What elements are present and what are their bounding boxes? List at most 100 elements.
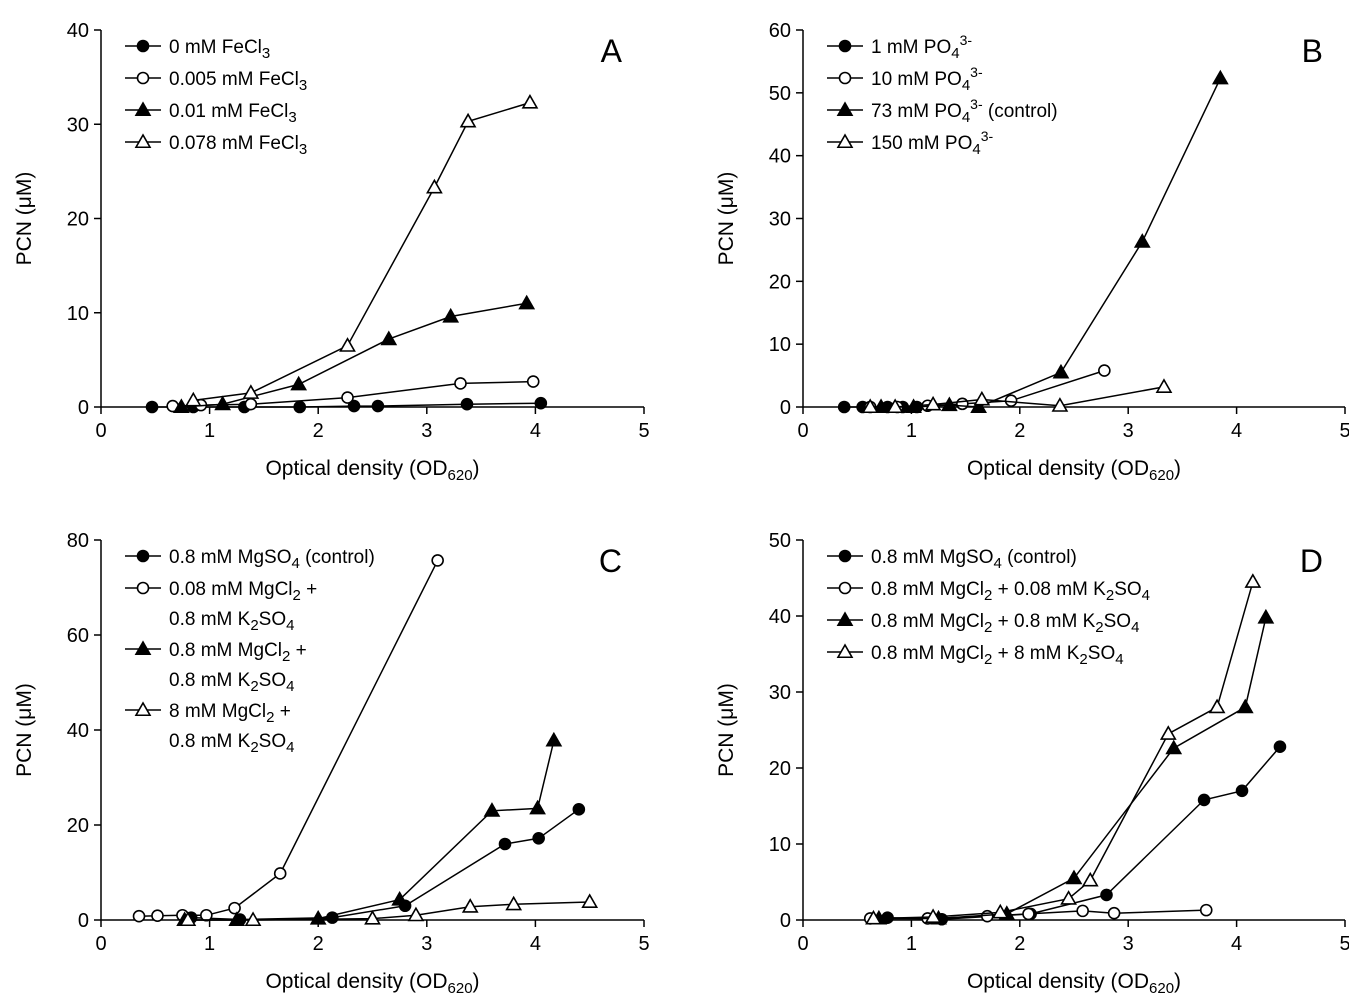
y-tick-label: 30: [67, 114, 89, 136]
text-fragment: 0.8 mM MgCl: [871, 579, 984, 600]
text-fragment: 620: [448, 467, 473, 484]
text-fragment: (control): [1002, 547, 1077, 568]
text-fragment: SO: [1088, 643, 1115, 664]
text-fragment: Optical density (OD: [265, 970, 447, 993]
text-fragment: ): [1174, 457, 1181, 480]
text-fragment: 4: [972, 141, 980, 158]
y-tick-label: 30: [769, 682, 791, 704]
data-point: [581, 893, 599, 909]
text-fragment: 3-: [960, 32, 973, 48]
series-3: [179, 893, 599, 927]
x-tick-label: 2: [1014, 420, 1025, 442]
y-tick-label: 50: [769, 83, 791, 105]
legend-marker: [838, 549, 852, 563]
x-tick-label: 2: [313, 933, 324, 955]
legend-label: 0.08 mM MgCl2 +: [169, 579, 317, 604]
x-axis-label: Optical density (OD620): [967, 970, 1181, 993]
x-tick-label: 2: [313, 420, 324, 442]
data-point: [1107, 906, 1121, 920]
series-line: [881, 78, 1221, 408]
text-fragment: Optical density (OD: [967, 457, 1149, 480]
data-point: [956, 397, 969, 411]
y-tick-label: 40: [769, 146, 791, 168]
y-tick-label: 0: [780, 397, 791, 419]
data-point: [1060, 890, 1077, 905]
text-fragment: 3-: [981, 128, 994, 144]
data-point: [1244, 573, 1262, 588]
legend-marker: [134, 701, 152, 717]
text-fragment: 3-: [970, 64, 983, 80]
data-point: [364, 909, 381, 925]
data-point: [865, 909, 882, 925]
data-point: [572, 803, 586, 816]
x-tick-label: 4: [1231, 933, 1242, 955]
text-fragment: SO: [1104, 611, 1131, 632]
data-point: [1197, 793, 1211, 807]
series-3: [861, 378, 1173, 414]
text-fragment: 4: [286, 739, 294, 756]
data-point: [184, 391, 202, 407]
y-tick-label: 0: [78, 910, 89, 932]
legend-label: 10 mM PO43-: [871, 64, 983, 94]
legend-marker: [134, 101, 152, 117]
text-fragment: 3: [299, 141, 307, 158]
text-fragment: 0.01 mM FeCl: [169, 101, 288, 122]
panel-c: 0 1 2 3 4 5 0 20 40 60 80 Optical density (OD620) PC…: [13, 530, 650, 993]
data-point: [1052, 363, 1070, 379]
series-line: [193, 101, 531, 402]
text-fragment: 0.005 mM FeCl: [169, 69, 299, 90]
data-point: [200, 908, 213, 922]
data-point: [442, 307, 460, 323]
series-2: [172, 294, 536, 414]
legend-label: 73 mM PO43- (control): [871, 96, 1058, 126]
x-tick-label: 5: [1339, 420, 1349, 442]
text-fragment: 4: [286, 617, 294, 634]
text-fragment: 73 mM PO: [871, 101, 962, 122]
text-fragment: 8 mM MgCl: [169, 701, 266, 722]
x-tick-label: 0: [95, 933, 106, 955]
text-fragment: 2: [266, 709, 274, 726]
x-axis-label: Optical density (OD620): [265, 970, 479, 993]
text-fragment: 2: [984, 587, 992, 604]
data-point: [1199, 903, 1213, 917]
panel-label: A: [601, 33, 623, 69]
legend-marker: [136, 549, 150, 563]
series-line: [181, 302, 527, 408]
data-point: [228, 901, 241, 915]
data-point: [339, 337, 356, 352]
legend-label: 0.8 mM K2SO4: [169, 731, 294, 756]
panel-label: C: [599, 543, 622, 579]
data-point: [534, 396, 548, 410]
data-point: [861, 398, 879, 414]
legend: 0.8 mM MgSO4 (control)0.8 mM MgCl2 + 0.0…: [827, 547, 1150, 668]
data-point: [242, 384, 260, 399]
data-point: [1273, 740, 1287, 754]
series-line: [184, 740, 555, 921]
x-tick-label: 5: [638, 420, 649, 442]
text-fragment: + 0.8 mM K: [992, 611, 1095, 632]
data-point: [214, 395, 232, 411]
data-point: [1155, 378, 1173, 393]
legend-label: 0.8 mM MgSO4 (control): [169, 547, 375, 572]
y-tick-label: 60: [67, 625, 89, 647]
data-point: [1236, 698, 1254, 714]
data-point: [273, 867, 287, 880]
text-fragment: 0.078 mM FeCl: [169, 133, 299, 154]
data-point: [460, 397, 474, 411]
x-tick-label: 0: [95, 420, 106, 442]
data-point: [1004, 394, 1018, 408]
text-fragment: SO: [259, 609, 286, 630]
y-axis-label: PCN (μM): [715, 172, 738, 266]
x-tick-label: 4: [1231, 420, 1242, 442]
y-tick-label: 20: [67, 815, 89, 837]
series-3: [184, 93, 539, 407]
panel-label: D: [1300, 543, 1323, 579]
y-tick-label: 0: [78, 397, 89, 419]
legend-marker: [836, 133, 854, 149]
data-point: [991, 903, 1009, 919]
text-fragment: 2: [984, 619, 992, 636]
data-point: [518, 294, 536, 310]
y-tick-label: 80: [67, 530, 89, 552]
text-fragment: 150 mM PO: [871, 133, 972, 154]
data-point: [1051, 397, 1069, 412]
